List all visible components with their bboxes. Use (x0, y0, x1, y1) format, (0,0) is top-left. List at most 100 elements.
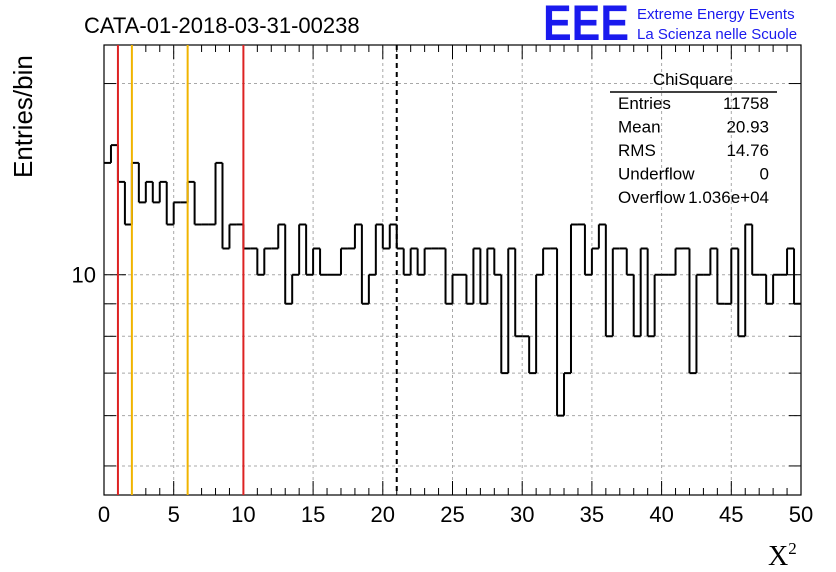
histogram-bin (597, 223, 606, 249)
histogram-bin (409, 247, 418, 275)
histogram-bin (151, 181, 160, 204)
histogram-bin (186, 180, 195, 203)
histogram-bin (339, 247, 348, 275)
histogram (104, 144, 801, 417)
histogram-bin (772, 273, 781, 304)
stats-label: Mean (618, 118, 661, 137)
stats-title: ChiSquare (653, 70, 733, 89)
histogram-bin (493, 248, 502, 276)
histogram-bin (535, 273, 544, 374)
histogram-bin (305, 224, 314, 276)
histogram-bin (611, 247, 620, 337)
histogram-bin (695, 273, 704, 374)
histogram-bin (479, 248, 488, 305)
histogram-bin (228, 223, 237, 249)
x-tick-label: 30 (510, 502, 534, 527)
histogram-bin (569, 223, 578, 374)
logo-line-1: Extreme Energy Events (637, 6, 795, 23)
histogram-bin (367, 273, 376, 304)
histogram-bin (172, 201, 181, 225)
histogram-bin (486, 247, 495, 304)
histogram-bin (423, 247, 432, 275)
histogram-bin (137, 162, 146, 204)
histogram-bin (165, 181, 174, 226)
histogram-bin (632, 274, 641, 338)
x-tick-label: 10 (231, 502, 255, 527)
histogram-bin (604, 224, 613, 338)
histogram-bin (590, 247, 599, 275)
histogram-bin (242, 224, 251, 250)
histogram-bin (360, 224, 369, 305)
histogram-bin (528, 336, 537, 375)
stats-value: 11758 (723, 94, 769, 113)
histogram-bin (583, 224, 592, 276)
x-tick-label: 5 (168, 502, 180, 527)
histogram-bin (353, 223, 362, 249)
stats-value: 20.93 (726, 118, 769, 137)
histogram-bin (542, 247, 551, 275)
stats-value: 1.036e+04 (688, 188, 769, 207)
histogram-bin (312, 247, 321, 275)
eee-logo: EEE (543, 0, 629, 51)
histogram-bin (388, 223, 397, 249)
histogram-bin (221, 162, 230, 250)
histogram-bin (256, 248, 265, 276)
histogram-bin (646, 248, 655, 338)
histogram-bin (298, 223, 307, 275)
x-tick-labels: 0 5 10 15 20 25 30 35 40 45 50 (98, 502, 813, 527)
y-tick-label: 10 (72, 263, 96, 288)
histogram-bin (402, 248, 411, 276)
histogram-bin (451, 273, 460, 304)
marker-lines (116, 45, 398, 495)
y-axis-label: Entries/bin (8, 55, 38, 178)
histogram-bin (214, 161, 223, 225)
stats-rows: Entries 11758 Mean 20.93 RMS 14.76 Underflow 0 O… (618, 94, 769, 207)
x-tick-label: 45 (719, 502, 743, 527)
y-tick-labels: 10 (72, 263, 96, 288)
histogram-bin (123, 181, 132, 226)
histogram-bin (144, 180, 153, 203)
histogram-bin (653, 273, 662, 337)
stats-value: 0 (760, 165, 769, 184)
histogram-bin (786, 247, 795, 275)
x-tick-label: 50 (789, 502, 813, 527)
stats-label: Underflow (618, 165, 695, 184)
histogram-bin (416, 248, 425, 276)
histogram-bin (674, 247, 683, 275)
histogram-bin (765, 274, 774, 305)
x-tick-label: 20 (371, 502, 395, 527)
histogram-bin (109, 144, 118, 163)
grid (104, 45, 801, 495)
histogram-bin (730, 247, 739, 304)
axis-ticks (103, 45, 802, 495)
histogram-bin (465, 274, 474, 305)
histogram-bin (263, 247, 272, 275)
histogram-bin (500, 274, 509, 375)
histogram-bin (193, 181, 202, 226)
x-tick-label: 15 (301, 502, 325, 527)
histogram-bin (116, 145, 125, 183)
stats-value: 14.76 (726, 141, 769, 160)
histogram-bin (793, 248, 801, 305)
histogram-bin (374, 223, 383, 275)
histogram-bin (688, 248, 697, 375)
histogram-bin (737, 248, 746, 338)
histogram-bin (284, 224, 293, 305)
histogram-bin (158, 180, 167, 203)
stats-label: Overflow (618, 188, 686, 207)
histogram-bin (744, 223, 753, 337)
x-tick-label: 40 (649, 502, 673, 527)
histogram-bin (395, 224, 404, 250)
histogram-bin (130, 161, 139, 225)
stats-box: ChiSquare Entries 11758 Mean 20.93 RMS 14.76 U… (610, 70, 777, 207)
histogram-bin (625, 248, 634, 276)
stats-label: Entries (618, 94, 671, 113)
histogram-bin (381, 224, 390, 250)
chart-title: CATA-01-2018-03-31-00238 (84, 13, 360, 38)
histogram-bin (277, 223, 286, 249)
histogram-bin (514, 248, 523, 338)
histogram-bin (507, 247, 516, 374)
x-axis-label: X2 (768, 539, 797, 572)
histogram-bin (319, 248, 328, 276)
